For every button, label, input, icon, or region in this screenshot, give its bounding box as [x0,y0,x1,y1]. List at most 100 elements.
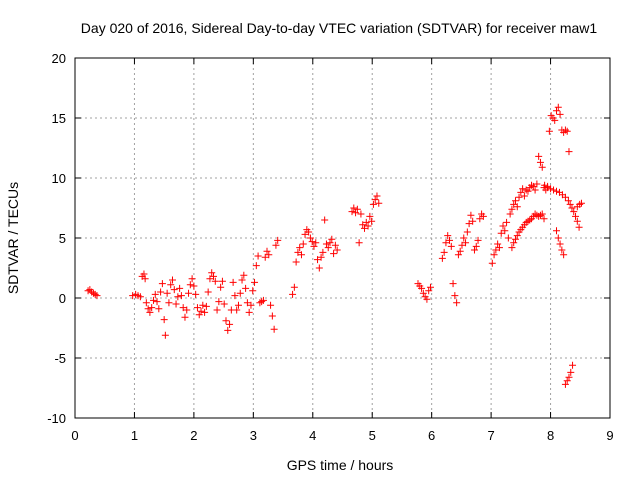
data-point [560,251,568,259]
data-point [503,218,511,226]
data-point [563,127,571,135]
data-point [188,275,196,283]
data-point [305,228,313,236]
data-point [310,242,318,250]
data-point [192,290,200,298]
data-point [570,208,578,216]
data-point [488,259,496,267]
data-point [506,210,514,218]
data-point [553,187,560,195]
data-point [242,284,250,292]
data-point [472,242,480,250]
data-point [524,187,532,195]
y-tick-label: 0 [59,291,66,306]
data-point [258,298,266,306]
data-point [163,289,171,297]
data-point [447,242,455,250]
data-point [418,284,426,292]
data-point [529,182,537,190]
data-point [359,221,367,229]
data-point [299,240,307,248]
data-point [519,185,527,193]
data-point [158,280,166,288]
data-point [328,235,336,243]
data-point [240,271,248,279]
data-point [353,205,361,213]
y-tick-label: 20 [52,51,66,66]
data-point [531,186,539,194]
data-point [511,235,519,243]
data-point [520,192,528,200]
data-point [360,224,368,232]
data-point [499,222,507,230]
x-tick-label: 2 [190,428,197,443]
data-point [444,232,452,240]
data-point [474,236,482,244]
data-point [201,308,209,316]
data-point [352,209,360,217]
y-tick-label: 10 [52,171,66,186]
data-point [558,246,566,254]
data-point [568,204,576,212]
data-point [465,220,473,228]
data-point [544,184,552,192]
data-point [515,193,523,201]
data-point [357,210,365,218]
data-point [261,253,269,261]
data-point [321,216,329,224]
data-point [536,158,544,166]
data-point [554,103,562,111]
data-point [185,289,193,297]
data-point [479,212,487,220]
data-point [565,148,573,156]
data-point [460,234,468,242]
data-point [206,275,214,283]
data-point [146,308,154,316]
data-point [217,283,225,291]
y-tick-label: -5 [54,351,66,366]
data-point [259,296,267,304]
data-point [540,215,548,223]
data-point [183,306,191,314]
data-point [208,269,216,277]
data-point [348,208,356,216]
data-point [333,246,341,254]
data-point [545,127,553,135]
data-point [495,244,503,252]
data-point [504,234,512,242]
data-point [231,292,239,300]
y-tick-label: 5 [59,231,66,246]
data-point [204,288,212,296]
data-point [368,217,376,225]
data-point [423,295,431,303]
data-point [476,215,484,223]
data-point [510,200,518,208]
data-points [84,103,585,388]
data-point [213,306,221,314]
data-point [167,281,175,289]
data-point [243,299,251,307]
data-point [93,292,101,300]
data-point [168,276,176,284]
data-point [554,234,562,242]
data-point [458,241,466,249]
data-point [308,238,316,246]
data-point [561,126,569,134]
data-point [536,211,544,219]
data-point [451,292,459,300]
data-point [265,251,273,259]
x-axis-label: GPS time / hours [287,457,394,473]
data-point [174,293,182,301]
data-point [362,218,370,226]
data-point [268,312,276,320]
data-point [446,236,453,244]
data-point [297,251,305,259]
data-point [449,280,457,288]
data-point [172,300,180,308]
data-point [256,299,264,307]
data-point [306,234,314,242]
data-point [510,239,518,247]
data-point [215,298,223,306]
data-point [229,278,237,286]
data-point [565,373,573,381]
